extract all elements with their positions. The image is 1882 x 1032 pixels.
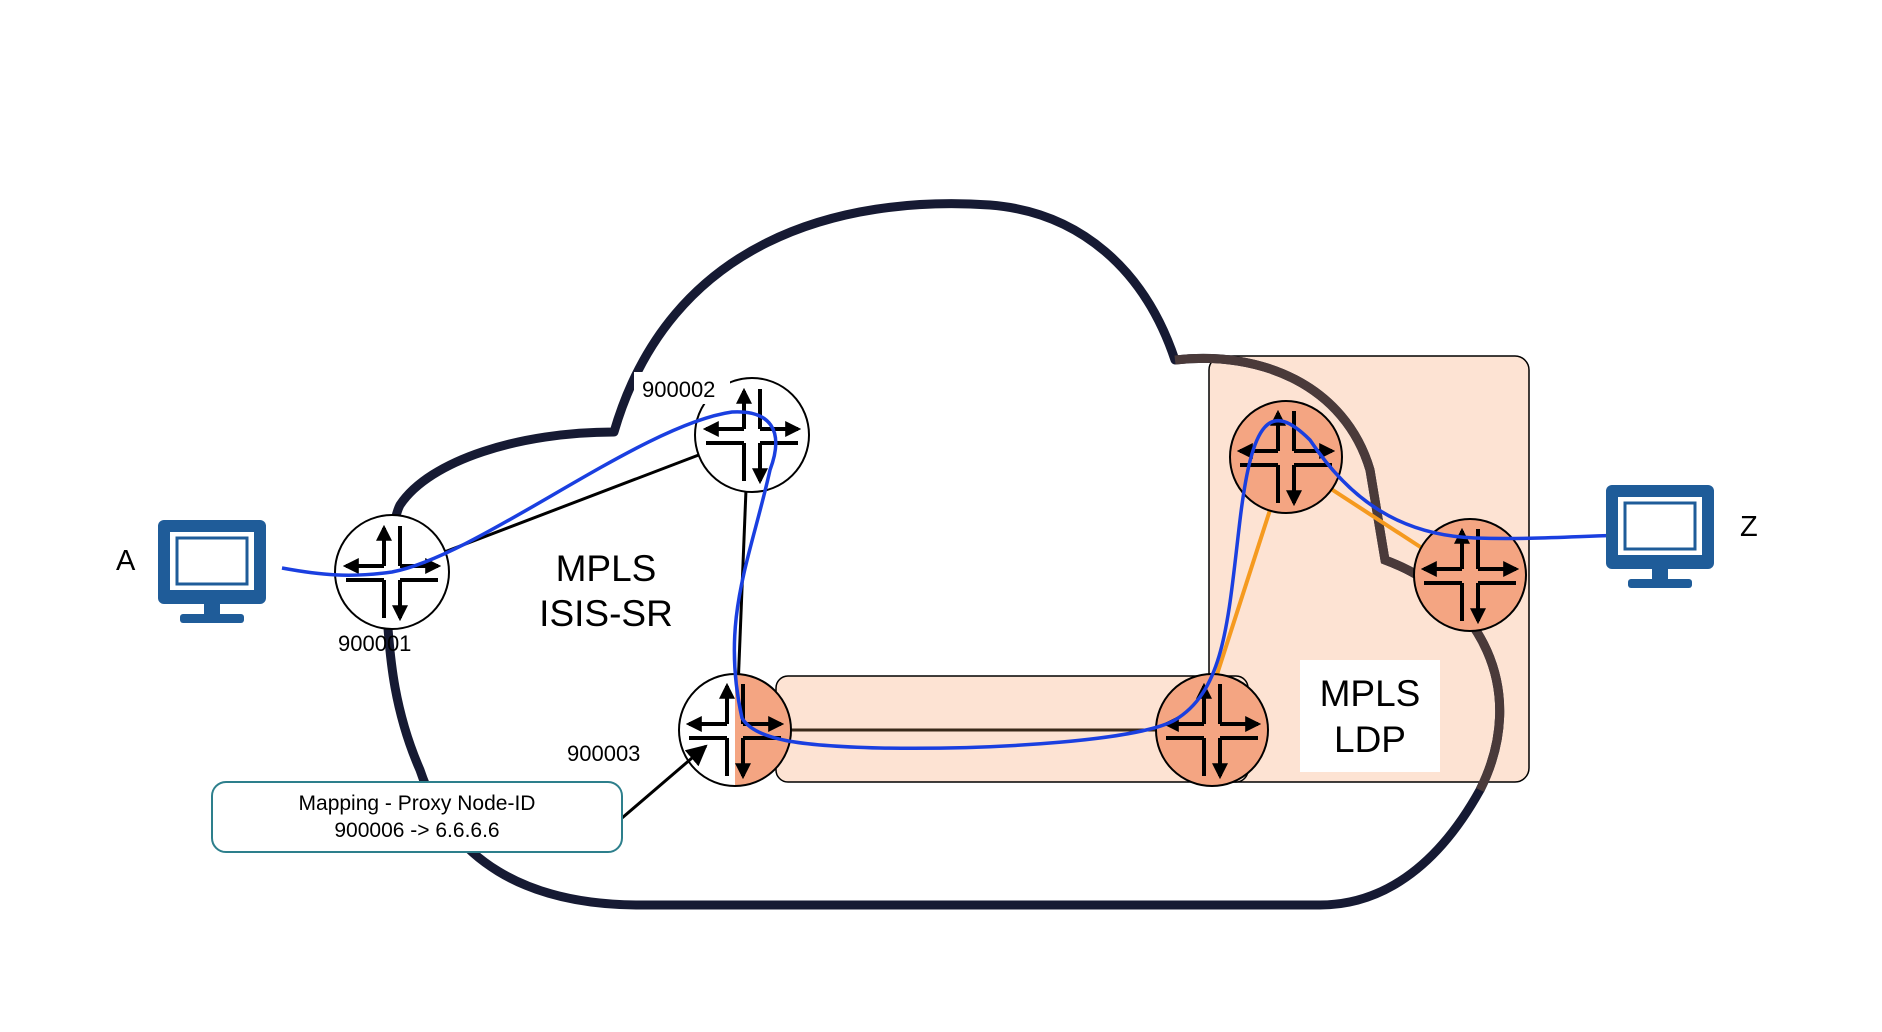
router-icon — [1155, 673, 1269, 787]
mapping-callout — [211, 781, 623, 853]
mapping-callout-line1: Mapping - Proxy Node-ID — [299, 792, 536, 815]
router-900001-label: 900001 — [338, 631, 411, 656]
router-ldp-edge[interactable] — [1155, 673, 1269, 787]
cloud-ldp-segment — [1174, 353, 1505, 793]
router-icon — [1229, 400, 1343, 514]
sr-domain-label-line2: ISIS-SR — [539, 593, 673, 634]
router-icon — [694, 377, 810, 493]
router-900003-label: 900003 — [567, 741, 640, 766]
callout-pointer — [621, 744, 708, 820]
router-ldp-right[interactable] — [1413, 518, 1527, 632]
router-900002-label: 900002 — [642, 377, 715, 402]
sr-domain-label-line1: MPLS — [556, 548, 657, 589]
lsp-path — [281, 410, 1643, 750]
link-ldp-orange-2 — [1323, 483, 1427, 552]
mapping-callout-line2: 900006 -> 6.6.6.6 — [334, 819, 499, 842]
ldp-domain-label-line2: LDP — [1334, 719, 1406, 760]
host-z-label: Z — [1740, 511, 1758, 543]
host-z[interactable] — [1604, 483, 1716, 590]
host-a-label: A — [116, 545, 136, 577]
router-ldp-top[interactable] — [1229, 400, 1343, 514]
ldp-domain-label-line1: MPLS — [1320, 673, 1421, 714]
host-a[interactable] — [156, 518, 268, 625]
ldp-domain-label-bg — [1300, 660, 1440, 772]
computer-icon — [156, 518, 268, 625]
router-half-orange — [735, 674, 791, 786]
router-icon — [1413, 518, 1527, 632]
computer-icon — [1604, 483, 1716, 590]
router-900003[interactable] — [678, 673, 792, 787]
router-900002-label-bg — [634, 372, 730, 404]
link-ldp-orange-1 — [1210, 509, 1272, 691]
router-900002[interactable] — [694, 377, 810, 493]
